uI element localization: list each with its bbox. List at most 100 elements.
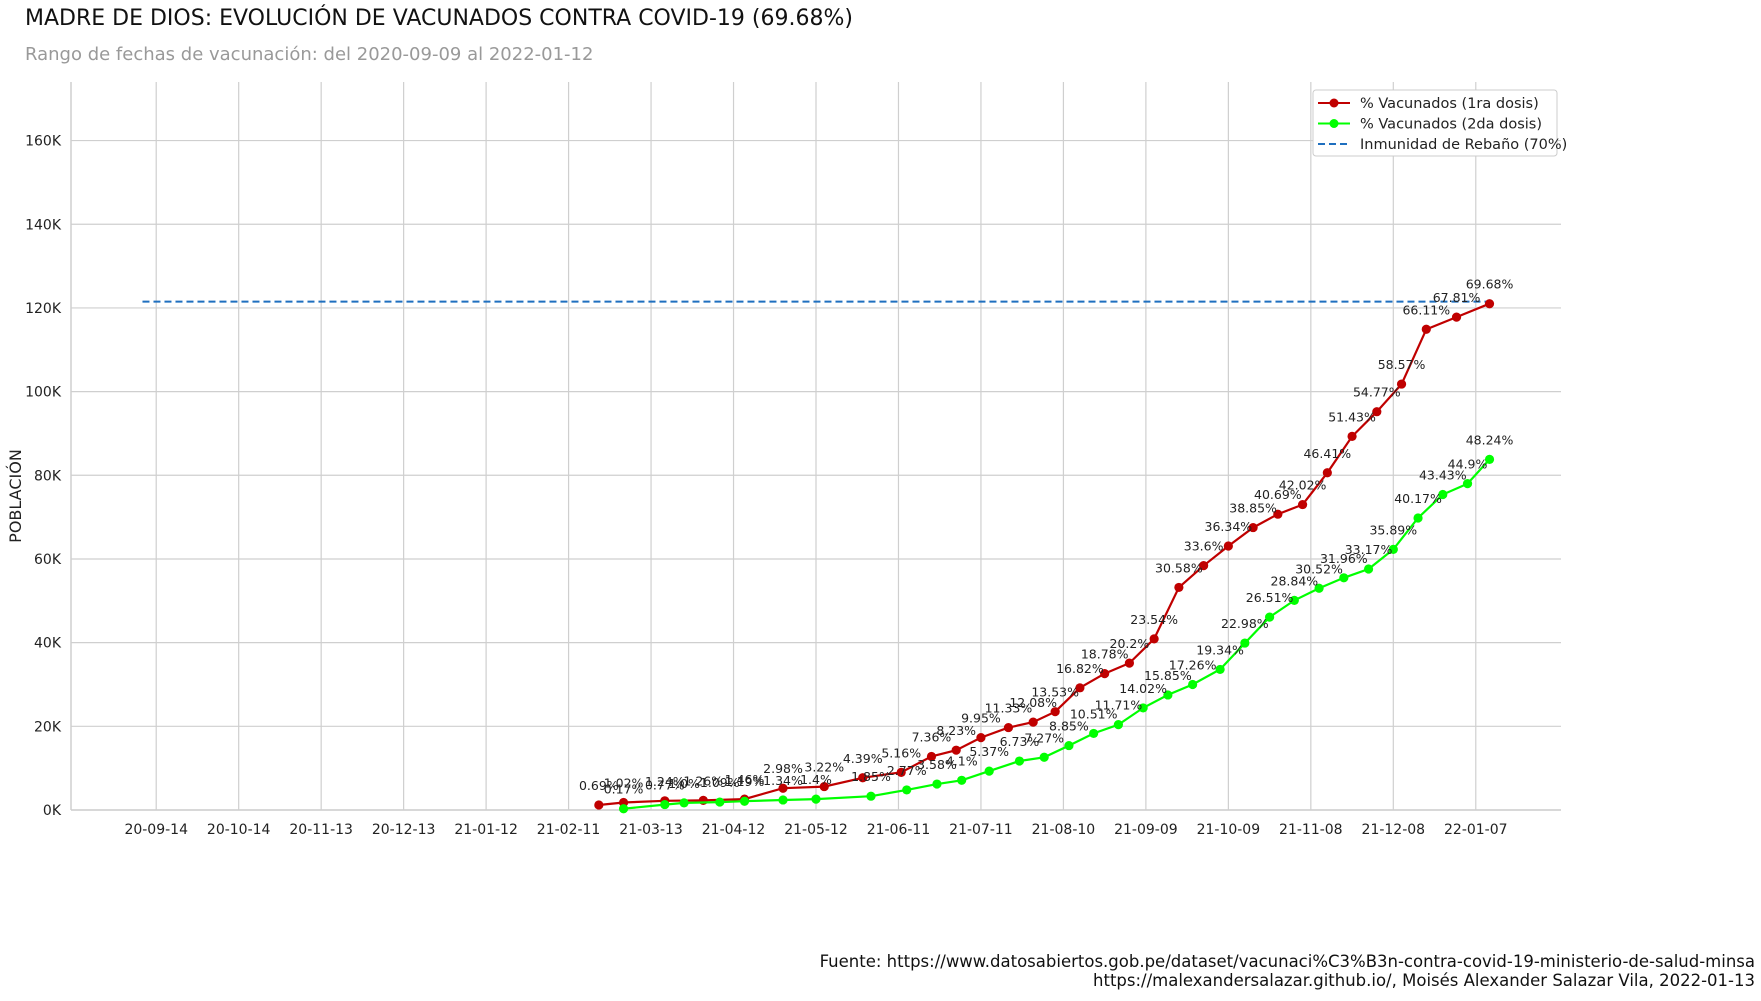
legend: % Vacunados (1ra dosis) % Vacunados (2da …: [1312, 89, 1567, 157]
dose1-data-label: 16.82%: [1056, 661, 1104, 676]
dose2-data-label: 17.26%: [1169, 657, 1217, 672]
dose1-point: [976, 733, 986, 743]
dose2-data-label: 0.77%: [645, 778, 685, 793]
y-tick-label: 120K: [25, 301, 62, 317]
legend-herd-label: Inmunidad de Rebaño (70%): [1360, 137, 1567, 153]
dose2-point: [1438, 489, 1448, 500]
dose2-point: [1484, 454, 1495, 464]
dose2-point: [1289, 595, 1299, 605]
dose2-point: [1314, 583, 1324, 593]
chart-subtitle: Rango de fechas de vacunación: del 2020-…: [25, 44, 594, 65]
dose2-point: [957, 775, 967, 785]
dose1-data-label: 0.69%: [579, 778, 619, 793]
x-tick-label: 21-03-13: [619, 822, 683, 838]
dose2-data-label: 3.58%: [917, 757, 957, 772]
x-tick-label: 21-01-12: [454, 822, 518, 838]
dose2-data-label: 11.71%: [1095, 698, 1143, 713]
dose2-point: [932, 779, 942, 789]
dose2-point: [1064, 740, 1074, 751]
dose2-data-label: 14.02%: [1119, 681, 1167, 696]
dose2-data-label: 4.1%: [946, 753, 978, 768]
dose1-point: [1273, 509, 1283, 519]
x-tick-label: 20-11-13: [289, 822, 353, 838]
dose2-data-label: 33.17%: [1345, 542, 1393, 557]
y-tick-label: 80K: [34, 468, 62, 484]
series-layer: [594, 299, 1495, 814]
y-tick-label: 160K: [25, 134, 62, 150]
dose1-point: [1223, 541, 1233, 551]
dose1-data-label: 66.11%: [1402, 302, 1450, 317]
dose2-series-line: [623, 458, 1491, 810]
data-label-layer: 0.69%1.02% 1.24%1.26% 1.46%2.98% 3.22%4.39%…: [579, 277, 1514, 797]
dose1-point: [1100, 669, 1110, 679]
x-tick-label: 21-08-10: [1032, 822, 1096, 838]
x-tick-label: 20-12-13: [372, 822, 436, 838]
legend-dose2-marker: [1329, 119, 1339, 128]
dose2-data-label: 26.51%: [1246, 590, 1294, 605]
dose1-data-label: 8.23%: [936, 723, 976, 738]
dose2-data-label: 10.51%: [1070, 706, 1118, 721]
dose1-data-label: 33.6%: [1184, 539, 1224, 554]
dose2-data-label: 43.43%: [1419, 468, 1467, 483]
dose2-point: [660, 799, 670, 810]
dose2-point: [715, 797, 725, 807]
dose1-point: [1124, 658, 1134, 668]
dose1-point: [1199, 561, 1209, 571]
dose2-point: [1113, 720, 1123, 730]
dose2-point: [1413, 513, 1423, 523]
dose1-data-label: 2.98%: [763, 761, 803, 776]
dose1-point: [1003, 722, 1014, 733]
dose2-data-label: 6.73%: [1000, 734, 1040, 749]
dose1-data-label: 40.69%: [1254, 487, 1302, 502]
dose2-data-label: 1.19%: [725, 774, 765, 789]
dose2-point: [778, 795, 788, 805]
dose2-point: [618, 804, 629, 814]
dose2-point: [1138, 703, 1148, 713]
dose2-point: [866, 791, 876, 801]
dose1-data-label: 4.39%: [843, 751, 883, 766]
dose1-data-label: 42.02%: [1279, 478, 1327, 493]
dose1-data-label: 11.33%: [985, 701, 1033, 716]
dose1-point: [1248, 522, 1258, 533]
dose1-point: [1028, 717, 1038, 727]
dose2-data-label: 44.9%: [1448, 457, 1488, 472]
dose1-point: [1075, 683, 1085, 693]
x-tick-label: 20-09-14: [124, 822, 188, 838]
x-tick-label: 20-10-14: [207, 822, 271, 838]
dose1-data-label: 5.16%: [881, 745, 921, 760]
x-tick-label: 21-06-11: [867, 822, 931, 838]
dose2-data-label: 8.85%: [1049, 719, 1089, 734]
dose2-point: [1215, 664, 1225, 675]
footer: Fuente: https://www.datosabiertos.gob.pe…: [820, 952, 1755, 990]
dose2-data-label: 22.98%: [1221, 616, 1269, 631]
dose1-data-label: 38.85%: [1229, 501, 1277, 516]
dose2-point: [1188, 679, 1198, 690]
dose2-data-label: 48.24%: [1466, 432, 1514, 447]
dose2-data-label: 35.89%: [1369, 522, 1417, 537]
dose2-data-label: 0.17%: [604, 782, 644, 797]
y-tick-label: 0K: [43, 803, 62, 819]
dose1-point: [1347, 431, 1357, 441]
dose1-data-label: 36.34%: [1205, 519, 1253, 534]
dose2-point: [1039, 752, 1049, 762]
dose2-data-label: 1.09%: [700, 775, 740, 790]
chart-title: MADRE DE DIOS: EVOLUCIÓN DE VACUNADOS CO…: [25, 6, 853, 31]
x-tick-label: 21-02-11: [537, 822, 601, 838]
dose1-point: [1174, 582, 1184, 593]
legend-dose2-label: % Vacunados (2da dosis): [1360, 117, 1542, 133]
dose1-data-label: 1.02%: [604, 775, 644, 790]
dose1-data-label: 51.43%: [1328, 409, 1376, 424]
x-tick-label: 21-10-09: [1197, 822, 1261, 838]
y-tick-label: 140K: [25, 217, 62, 233]
dose1-point: [1484, 299, 1495, 309]
dose2-point: [1388, 544, 1398, 554]
dose2-point: [1339, 573, 1349, 583]
dose2-point: [679, 798, 689, 808]
dose2-data-label: 2.77%: [887, 763, 927, 778]
y-axis-label: POBLACIÓN: [6, 449, 25, 543]
dose1-data-label: 30.58%: [1155, 560, 1203, 575]
x-tick-label: 21-12-08: [1362, 822, 1426, 838]
x-tick-label: 22-01-07: [1444, 822, 1508, 838]
dose2-data-label: 19.34%: [1196, 642, 1244, 657]
dose2-data-label: 5.37%: [969, 744, 1009, 759]
